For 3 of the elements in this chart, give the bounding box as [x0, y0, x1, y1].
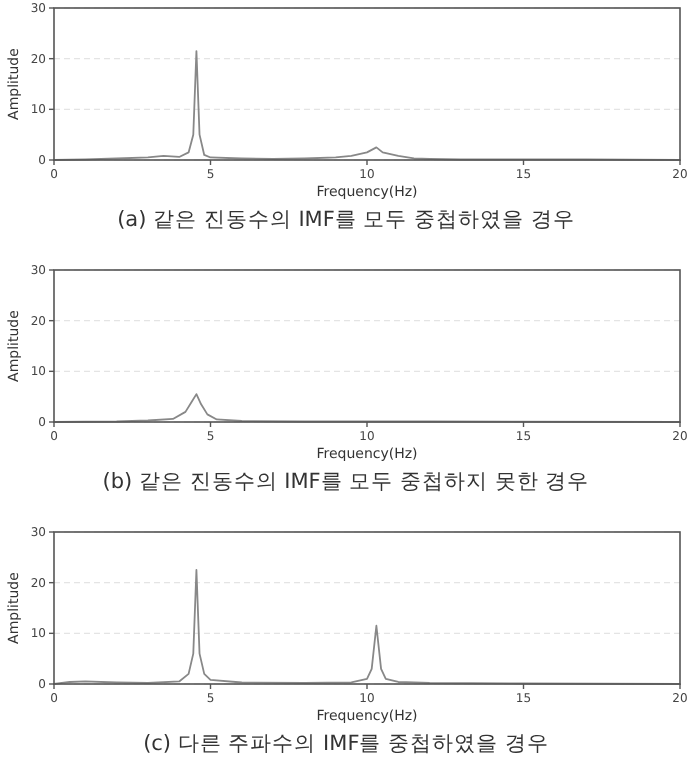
- text: (c) 다른 주파수의 IMF를 중첩하였을 경우: [143, 732, 549, 756]
- text: (a) 같은 진동수의 IMF를 모두 중첩하였을 경우: [117, 208, 575, 232]
- text: (b) 같은 진동수의 IMF를 모두 중첩하지 못한 경우: [102, 470, 590, 494]
